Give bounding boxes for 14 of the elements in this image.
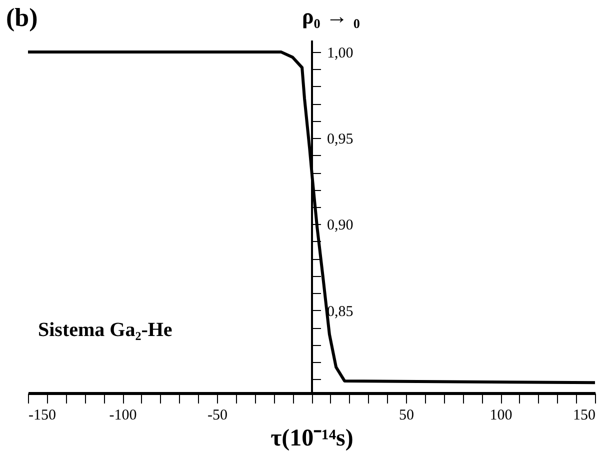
x-tick-label: 100: [490, 408, 512, 424]
x-tick-label: 50: [399, 408, 414, 424]
x-tick-label: 150: [573, 408, 596, 424]
annotation: Sistema Ga₂-He: [38, 319, 172, 341]
y-tick-label: 0,95: [327, 132, 354, 148]
y-tick-label: 0,85: [327, 304, 354, 320]
x-tick-label: -100: [109, 408, 137, 424]
x-tick-label: -50: [208, 408, 228, 424]
chart-title: (b): [6, 3, 38, 32]
y-tick-label: 1,00: [327, 46, 354, 62]
x-tick-label: -150: [28, 408, 56, 424]
x-axis-title: τ(10⁻¹⁴s): [270, 426, 354, 451]
y-tick-label: 0,90: [327, 218, 354, 234]
y-axis-title: ρ₀ → ₀: [302, 4, 360, 28]
